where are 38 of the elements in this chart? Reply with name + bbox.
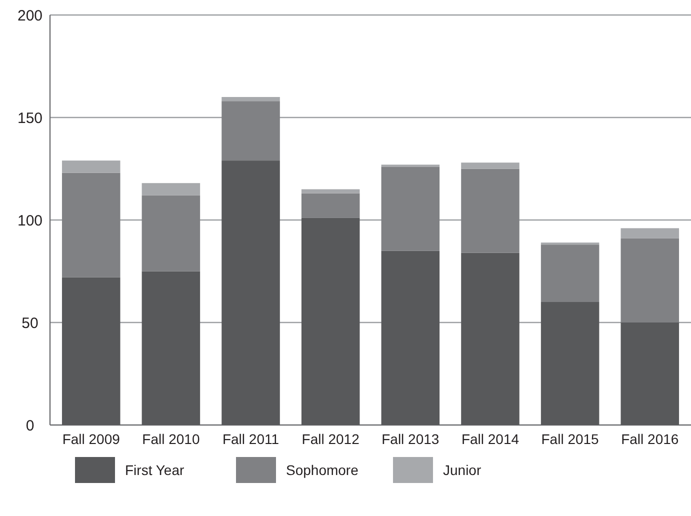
bar: [222, 160, 280, 425]
legend-label: Sophomore: [286, 462, 359, 478]
bar: [62, 172, 120, 278]
y-tick-label: 150: [17, 110, 43, 127]
x-tick-label: Fall 2012: [302, 431, 360, 447]
bar: [222, 101, 280, 161]
x-tick-label: Fall 2013: [382, 431, 440, 447]
bar: [620, 228, 680, 238]
bar: [142, 195, 200, 272]
bar: [540, 302, 600, 425]
x-tick-label: Fall 2015: [541, 431, 600, 447]
legend-label: First Year: [125, 462, 184, 478]
y-tick-label: 200: [17, 7, 43, 24]
bar: [301, 218, 360, 425]
x-tick-label: Fall 2009: [62, 431, 120, 447]
x-tick-label: Fall 2011: [222, 431, 280, 447]
legend-label: Junior: [443, 462, 482, 478]
bar: [142, 271, 200, 425]
y-tick-label: 100: [17, 212, 43, 230]
bar: [222, 97, 280, 102]
y-tick-label: 0: [26, 417, 34, 434]
x-tick-label: Fall 2016: [621, 431, 679, 447]
bar: [461, 162, 520, 169]
bar: [620, 238, 680, 322]
x-tick-label: Fall 2014: [461, 431, 520, 447]
bar: [301, 189, 360, 194]
bar: [62, 277, 120, 425]
bar: [301, 193, 360, 218]
bar: [620, 322, 680, 425]
bar: [381, 250, 440, 425]
bar: [461, 168, 520, 253]
bar: [62, 160, 120, 173]
bar: [381, 166, 440, 251]
x-tick-label: Fall 2010: [142, 431, 200, 447]
bar: [540, 244, 600, 302]
bar: [142, 183, 200, 196]
bar: [461, 252, 520, 425]
y-tick-label: 50: [22, 314, 38, 332]
